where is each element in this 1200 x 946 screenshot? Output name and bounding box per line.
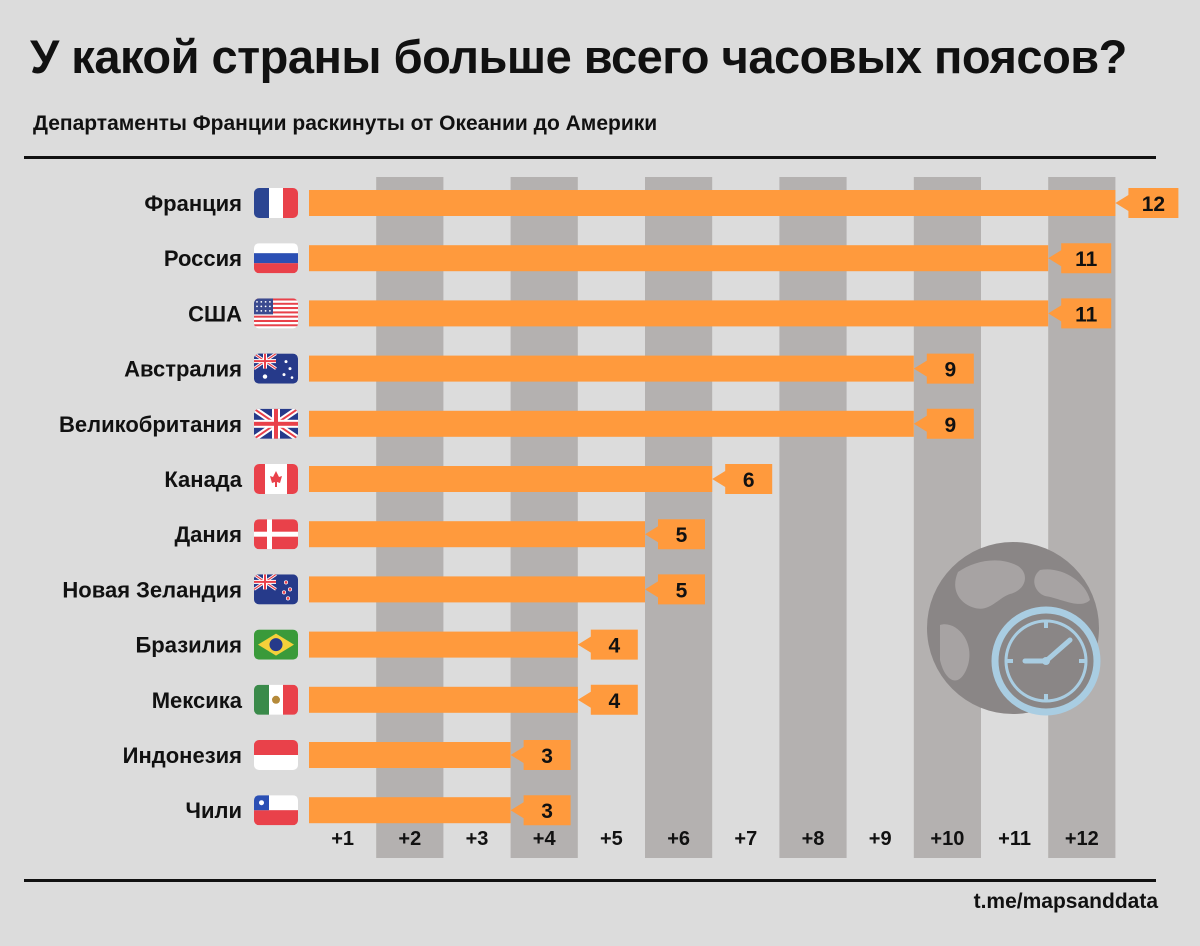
flag-gb-icon: [254, 408, 298, 439]
bar: [309, 686, 578, 713]
data-label: 5: [676, 579, 688, 602]
bar: [309, 631, 578, 658]
bar: [309, 355, 914, 382]
flag-id-icon: [254, 740, 298, 770]
data-label: 3: [541, 745, 553, 768]
value-badge: [645, 519, 705, 550]
flag-ru-icon: [254, 243, 298, 274]
x-tick-label: +2: [398, 828, 421, 850]
bar-row: Россия 11: [164, 243, 1112, 274]
x-tick-label: +6: [667, 828, 690, 850]
x-tick-label: +7: [734, 828, 757, 850]
bar: [309, 245, 1049, 272]
flag-mx-icon: [254, 684, 298, 715]
x-tick-label: +5: [600, 828, 623, 850]
x-tick-label: +9: [869, 828, 892, 850]
country-label: Мексика: [152, 688, 243, 713]
bar-row: Франция 12: [144, 188, 1179, 218]
bar-row: Австралия 9: [124, 353, 974, 384]
bar: [309, 300, 1049, 327]
bar-row: Канада 6: [164, 464, 773, 494]
flag-cl-icon: [254, 795, 298, 826]
country-label: Австралия: [124, 357, 242, 382]
country-label: Новая Зеландия: [62, 577, 242, 602]
chart-title: У какой страны больше всего часовых пояс…: [30, 30, 1127, 83]
data-label: 3: [541, 800, 553, 823]
globe-clock-icon: [927, 542, 1101, 716]
bar-row: Индонезия 3: [123, 740, 571, 770]
country-label: Россия: [164, 246, 242, 271]
chart-subtitle: Департаменты Франции раскинуты от Океани…: [33, 112, 658, 135]
bar-row: Мексика 4: [152, 684, 638, 715]
bar: [309, 742, 511, 768]
flag-ca-icon: [254, 464, 298, 494]
value-badge: [1048, 298, 1112, 329]
value-badge: [577, 684, 638, 715]
value-badge: [510, 795, 571, 826]
bar-row: Новая Зеландия 5: [62, 574, 705, 605]
data-label: 6: [743, 469, 755, 492]
country-label: США: [188, 301, 242, 326]
bar: [309, 797, 511, 824]
bar: [309, 466, 713, 492]
value-badge: [645, 574, 705, 605]
data-label: 9: [944, 414, 956, 437]
x-tick-label: +4: [533, 828, 557, 850]
x-tick-label: +3: [466, 828, 489, 850]
country-label: Чили: [186, 798, 242, 823]
bar-row: Дания 5: [174, 519, 705, 550]
bottom-divider: [24, 879, 1156, 882]
value-badge: [712, 464, 773, 494]
x-tick-label: +1: [331, 828, 354, 850]
bar: [309, 521, 645, 548]
stripe-6: [645, 177, 713, 858]
data-label: 4: [608, 690, 620, 713]
bar: [309, 576, 645, 603]
flag-us-icon: [254, 298, 298, 329]
stripe-8: [779, 177, 847, 858]
country-label: Франция: [144, 191, 242, 216]
source-link[interactable]: t.me/mapsanddata: [973, 890, 1158, 913]
flag-br-icon: [254, 629, 298, 660]
flag-fr-icon: [254, 188, 298, 218]
stripe-12: [1048, 177, 1116, 858]
country-label: Бразилия: [135, 633, 242, 658]
data-label: 11: [1075, 248, 1098, 271]
x-tick-label: +11: [998, 828, 1031, 850]
data-label: 5: [676, 524, 688, 547]
bar-row: Бразилия 4: [135, 629, 638, 660]
top-divider: [24, 156, 1156, 159]
bar: [309, 410, 914, 437]
value-badge: [913, 353, 974, 384]
bar-row: Великобритания 9: [59, 408, 974, 439]
country-label: Индонезия: [123, 743, 242, 768]
value-badge: [577, 629, 638, 660]
country-label: Великобритания: [59, 412, 242, 437]
value-badge: [510, 740, 571, 770]
data-label: 12: [1142, 193, 1165, 216]
x-tick-label: +12: [1065, 828, 1099, 850]
country-label: Канада: [164, 467, 242, 492]
data-label: 9: [944, 359, 956, 382]
flag-au-icon: [254, 353, 298, 384]
value-badge: [1115, 188, 1179, 218]
flag-dk-icon: [254, 519, 298, 550]
data-label: 4: [608, 635, 620, 658]
bar-row: Чили 3: [186, 795, 571, 826]
data-label: 11: [1075, 303, 1098, 326]
country-label: Дания: [174, 522, 242, 547]
stripe-10: [913, 177, 981, 858]
value-badge: [913, 408, 974, 439]
x-tick-label: +8: [802, 828, 825, 850]
flag-nz-icon: [254, 574, 298, 605]
bar-row: США 11: [188, 298, 1112, 329]
bar: [309, 190, 1116, 216]
x-tick-label: +10: [930, 828, 964, 850]
value-badge: [1048, 243, 1112, 274]
